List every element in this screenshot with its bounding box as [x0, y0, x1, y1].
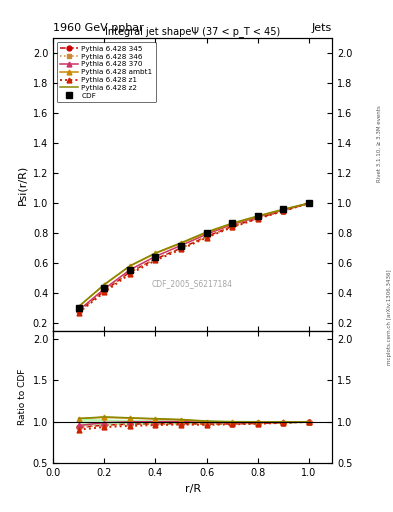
Pythia 6.428 ambt1	[307, 200, 311, 206]
Pythia 6.428 345	[281, 208, 286, 214]
Line: Pythia 6.428 370: Pythia 6.428 370	[76, 201, 312, 313]
Pythia 6.428 346	[255, 216, 260, 222]
Pythia 6.428 ambt1	[153, 250, 158, 257]
Text: Rivet 3.1.10, ≥ 3.3M events: Rivet 3.1.10, ≥ 3.3M events	[377, 105, 382, 182]
Pythia 6.428 345	[102, 288, 107, 294]
Pythia 6.428 345	[76, 308, 81, 314]
Pythia 6.428 z1	[230, 224, 235, 230]
Pythia 6.428 z1	[153, 258, 158, 264]
Text: 1960 GeV ppbar: 1960 GeV ppbar	[53, 23, 144, 33]
Pythia 6.428 ambt1	[102, 282, 107, 288]
Pythia 6.428 345	[204, 233, 209, 240]
Pythia 6.428 z1	[76, 310, 81, 316]
Pythia 6.428 z2	[307, 200, 311, 206]
Pythia 6.428 370	[281, 207, 286, 213]
Pythia 6.428 z2	[179, 240, 184, 246]
Pythia 6.428 z2	[153, 250, 158, 256]
Line: Pythia 6.428 ambt1: Pythia 6.428 ambt1	[76, 201, 312, 309]
Pythia 6.428 346	[179, 245, 184, 251]
Pythia 6.428 z1	[307, 200, 311, 206]
Pythia 6.428 345	[307, 200, 311, 206]
Pythia 6.428 z1	[127, 271, 132, 277]
Pythia 6.428 346	[102, 288, 107, 294]
Legend: Pythia 6.428 345, Pythia 6.428 346, Pythia 6.428 370, Pythia 6.428 ambt1, Pythia: Pythia 6.428 345, Pythia 6.428 346, Pyth…	[57, 42, 156, 102]
Pythia 6.428 346	[127, 269, 132, 275]
Pythia 6.428 370	[307, 200, 311, 206]
Line: Pythia 6.428 z1: Pythia 6.428 z1	[76, 201, 312, 315]
Pythia 6.428 370	[153, 253, 158, 260]
Line: Pythia 6.428 z2: Pythia 6.428 z2	[79, 203, 309, 307]
Title: Integral jet shapeΨ (37 < p_T < 45): Integral jet shapeΨ (37 < p_T < 45)	[105, 26, 280, 37]
Pythia 6.428 370	[127, 267, 132, 273]
Pythia 6.428 z1	[179, 246, 184, 252]
Pythia 6.428 ambt1	[281, 206, 286, 212]
Pythia 6.428 ambt1	[179, 240, 184, 246]
Y-axis label: Psi(r/R): Psi(r/R)	[17, 164, 27, 205]
Pythia 6.428 z2	[281, 206, 286, 212]
Pythia 6.428 345	[179, 245, 184, 251]
Pythia 6.428 345	[127, 269, 132, 275]
Text: CDF_2005_S6217184: CDF_2005_S6217184	[152, 280, 233, 288]
Line: Pythia 6.428 346: Pythia 6.428 346	[76, 201, 312, 314]
X-axis label: r/R: r/R	[184, 484, 201, 494]
Pythia 6.428 370	[230, 221, 235, 227]
Pythia 6.428 z2	[255, 213, 260, 219]
Pythia 6.428 370	[102, 286, 107, 292]
Text: Jets: Jets	[312, 23, 332, 33]
Pythia 6.428 z2	[76, 304, 81, 310]
Pythia 6.428 ambt1	[204, 230, 209, 236]
Pythia 6.428 z2	[102, 281, 107, 287]
Pythia 6.428 346	[281, 208, 286, 214]
Pythia 6.428 ambt1	[255, 214, 260, 220]
Pythia 6.428 370	[76, 307, 81, 313]
Pythia 6.428 370	[255, 214, 260, 220]
Pythia 6.428 z2	[127, 263, 132, 269]
Pythia 6.428 ambt1	[76, 304, 81, 310]
Pythia 6.428 346	[153, 256, 158, 262]
Pythia 6.428 346	[307, 200, 311, 206]
Pythia 6.428 z2	[204, 229, 209, 235]
Pythia 6.428 z1	[281, 208, 286, 214]
Pythia 6.428 z2	[230, 220, 235, 226]
Line: Pythia 6.428 345: Pythia 6.428 345	[76, 201, 312, 314]
Pythia 6.428 ambt1	[127, 263, 132, 269]
Pythia 6.428 z1	[255, 216, 260, 222]
Pythia 6.428 346	[230, 224, 235, 230]
Pythia 6.428 345	[255, 215, 260, 221]
Pythia 6.428 370	[204, 231, 209, 237]
Pythia 6.428 z1	[102, 289, 107, 295]
Pythia 6.428 346	[76, 308, 81, 314]
Pythia 6.428 ambt1	[230, 221, 235, 227]
Pythia 6.428 370	[179, 242, 184, 248]
Pythia 6.428 346	[204, 233, 209, 240]
Pythia 6.428 z1	[204, 234, 209, 241]
Text: mcplots.cern.ch [arXiv:1306.3436]: mcplots.cern.ch [arXiv:1306.3436]	[387, 270, 391, 365]
Y-axis label: Ratio to CDF: Ratio to CDF	[18, 369, 27, 425]
Pythia 6.428 345	[230, 223, 235, 229]
Pythia 6.428 345	[153, 256, 158, 262]
